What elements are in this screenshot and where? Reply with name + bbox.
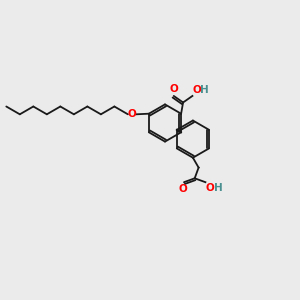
Text: O: O [178, 184, 187, 194]
Text: O: O [206, 183, 214, 194]
Text: H: H [200, 85, 209, 95]
Text: H: H [214, 183, 222, 194]
Text: O: O [128, 109, 136, 119]
Text: O: O [193, 85, 202, 95]
Text: O: O [169, 84, 178, 94]
